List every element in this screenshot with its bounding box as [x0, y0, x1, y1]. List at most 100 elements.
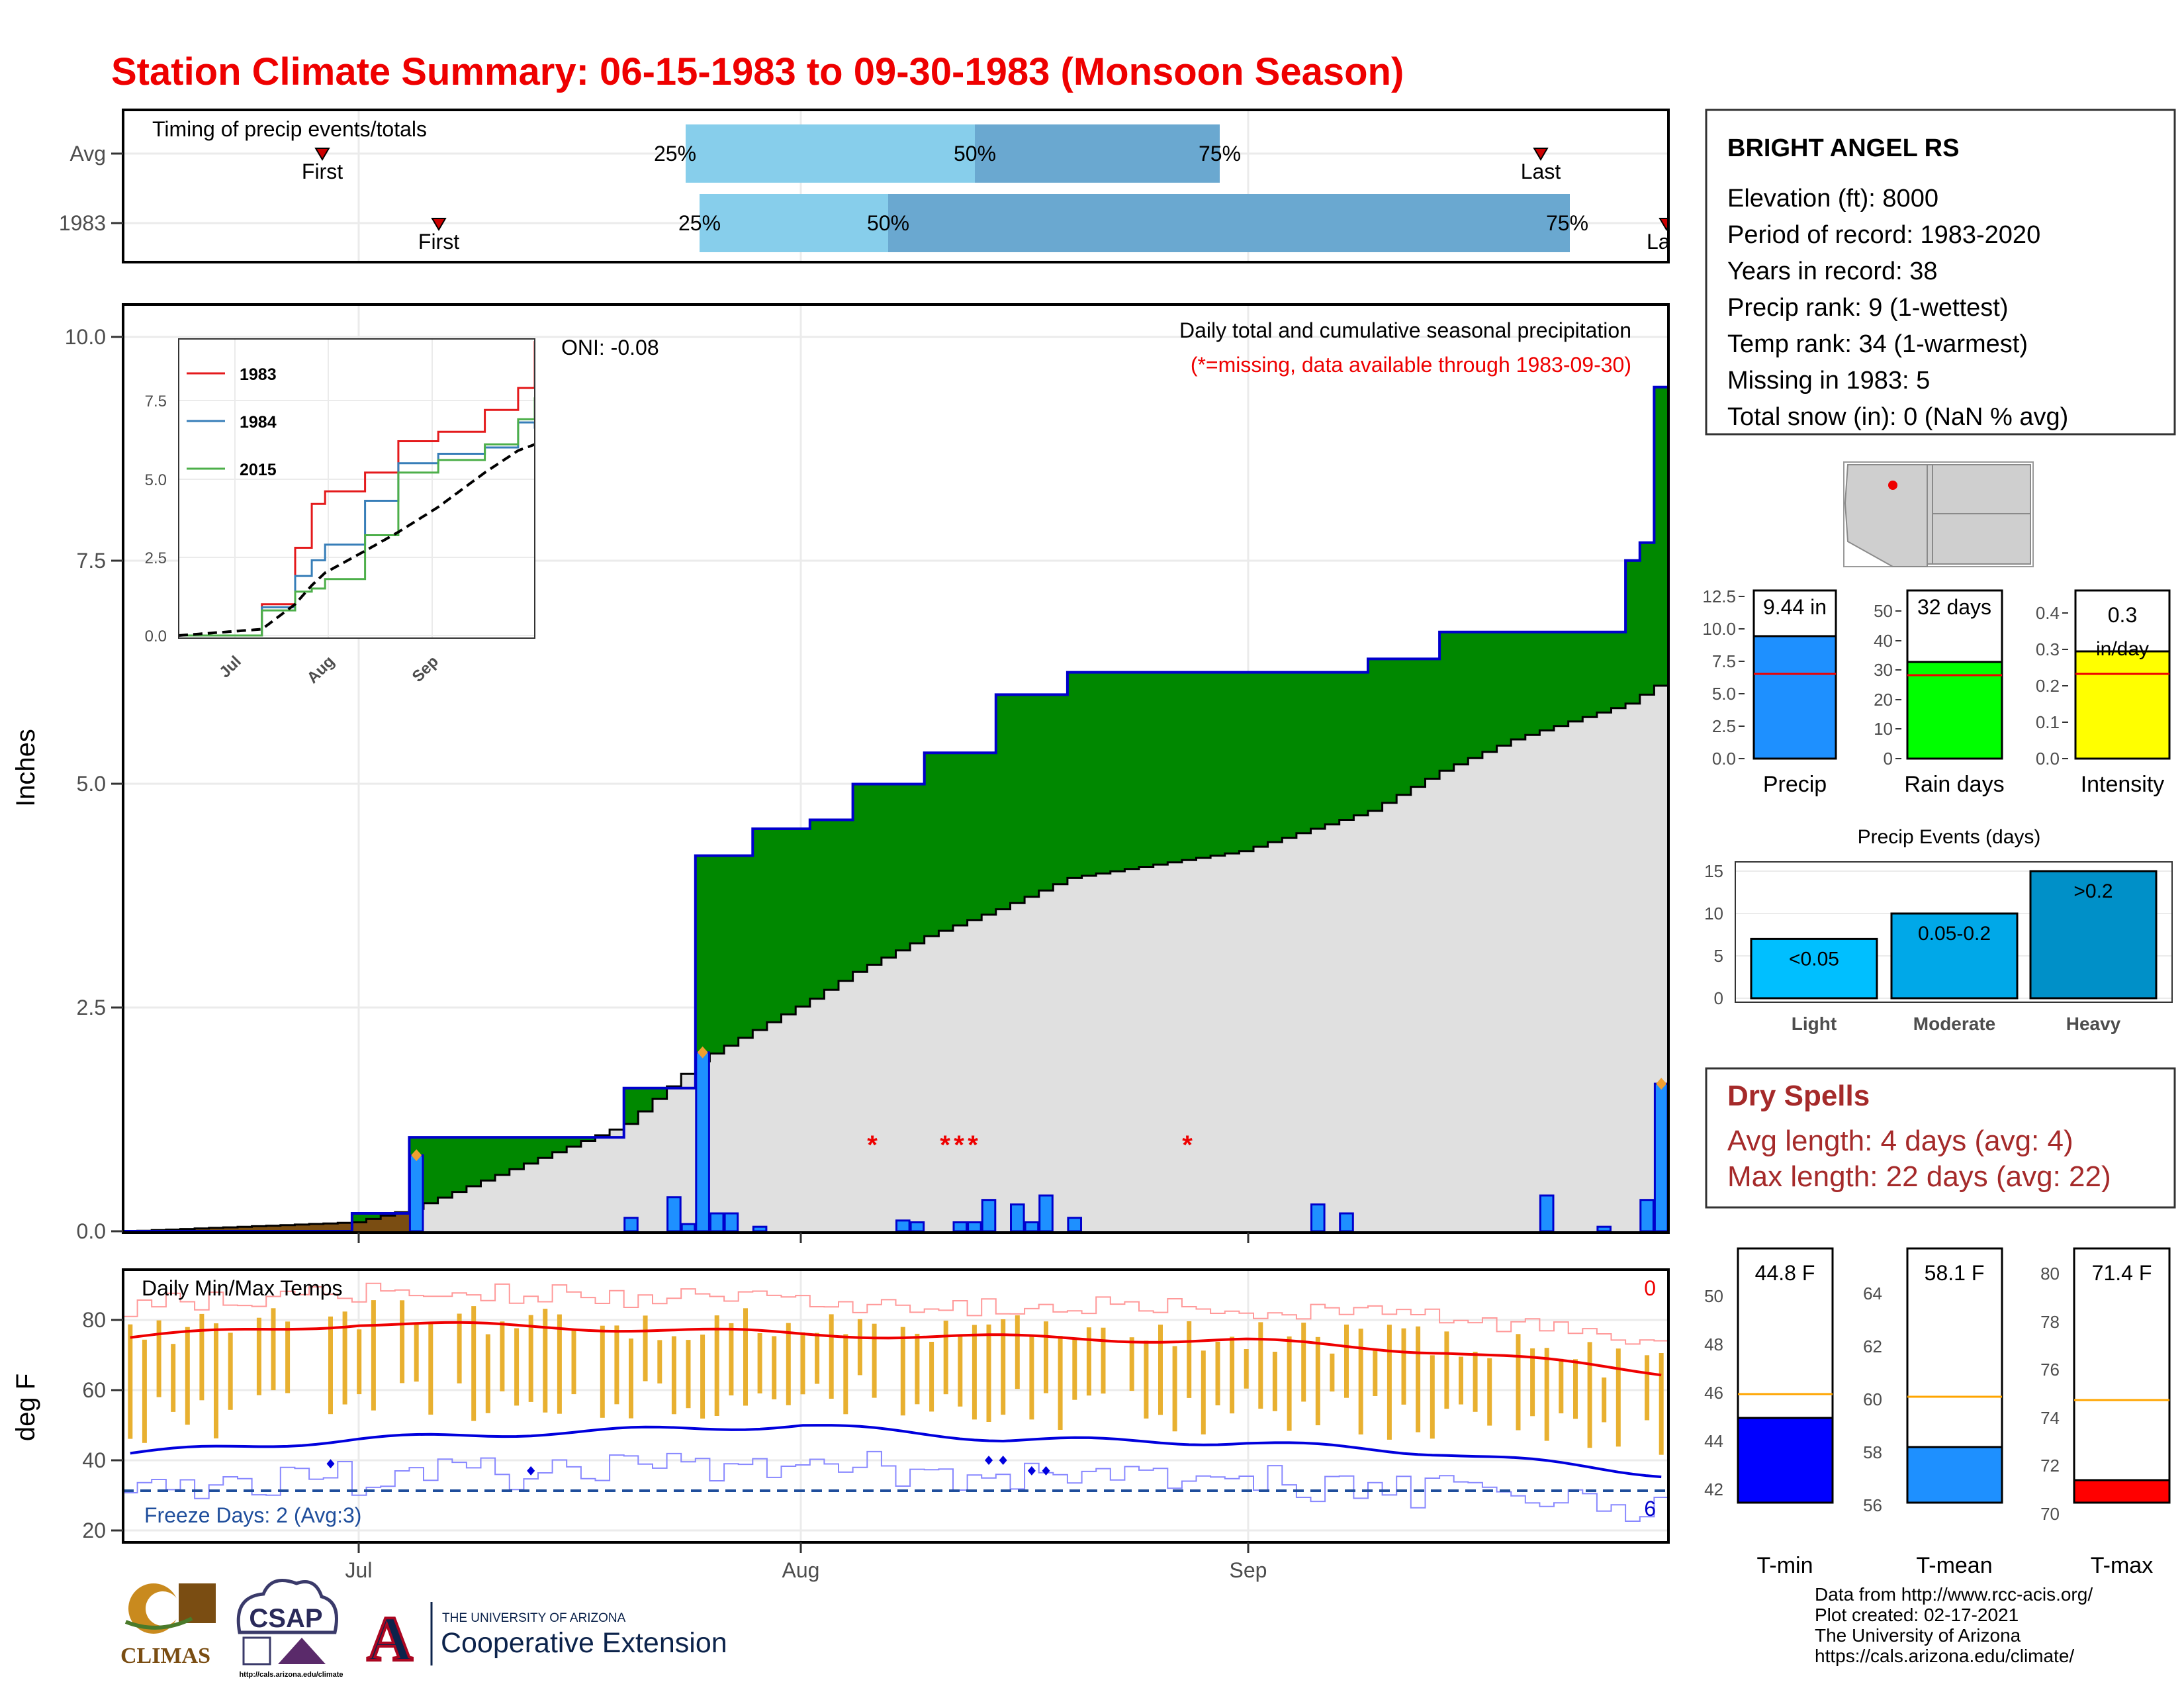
- daily-temp-range-bar: [1172, 1346, 1177, 1432]
- missing-marker-2: *: [940, 1131, 950, 1160]
- daily-temp-range-bar: [1029, 1336, 1034, 1420]
- rain-days-mini-ytick-1: 10: [1874, 719, 1893, 739]
- daily-temp-range-bar: [714, 1315, 719, 1416]
- station-location-dot: [1888, 481, 1897, 490]
- station-line-0: Elevation (ft): 8000: [1727, 185, 1938, 212]
- daily-precip-bar: [1038, 1194, 1054, 1233]
- tmin-ytick-50: 50: [1704, 1286, 1723, 1306]
- daily-temp-range-bar: [1001, 1319, 1006, 1415]
- precip-mini-chart: 0.0 2.5 5.0 7.5 10.0 12.5 9.44 in Precip: [1702, 586, 1837, 797]
- average-max-temp-line: [130, 1321, 1662, 1377]
- daily-temp-range-bar: [528, 1315, 533, 1402]
- daily-temp-range-bar: [700, 1335, 705, 1419]
- daily-temp-range-bar: [872, 1323, 877, 1398]
- intensity-value-unit: in/day: [2096, 638, 2149, 660]
- inset-legend: 1983 1984 2015: [187, 365, 277, 479]
- main-ytick-0: 0.0: [77, 1219, 106, 1243]
- daily-temp-range-bar: [1315, 1336, 1320, 1426]
- ua-logo-top: THE UNIVERSITY OF ARIZONA: [442, 1611, 626, 1625]
- precip-mini-ytick-0: 0.0: [1712, 749, 1736, 769]
- daily-temp-range-bar: [1459, 1356, 1463, 1405]
- daily-temp-range-bar: [1058, 1336, 1063, 1430]
- event-bar-label-moderate: 0.05-0.2: [1918, 923, 1991, 945]
- daily-temp-range-bar: [772, 1336, 777, 1399]
- main-ytick-2: 5.0: [77, 772, 106, 796]
- daily-temp-range-bar: [1144, 1340, 1149, 1419]
- daily-precip-bar: [408, 1154, 424, 1233]
- daily-temp-range-bar: [185, 1327, 190, 1425]
- tmean-ytick-64: 64: [1863, 1284, 1882, 1303]
- daily-temp-range-bar: [614, 1325, 619, 1405]
- cold-day-marker: [985, 1456, 993, 1465]
- temp-y-axis: 20 40 60 80: [82, 1308, 123, 1542]
- y1983-last-label: La: [1647, 230, 1670, 254]
- inset-average-line: [179, 443, 535, 637]
- avg-first-marker: [314, 148, 330, 161]
- tmax-ytick-74: 74: [2040, 1408, 2060, 1428]
- daily-temp-range-bar: [1530, 1348, 1535, 1417]
- daily-temp-range-bar: [156, 1320, 161, 1397]
- daily-precip-bar: [1596, 1225, 1612, 1233]
- heavy-precip-marker: [1656, 1078, 1667, 1090]
- daily-temp-range-bar: [743, 1308, 748, 1406]
- daily-temp-range-bar: [629, 1338, 633, 1419]
- oni-label: ONI: -0.08: [561, 336, 659, 359]
- missing-marker-5: *: [1182, 1131, 1193, 1160]
- daily-temp-range-bar: [1101, 1327, 1106, 1394]
- intensity-mini-ytick-2: 0.2: [2036, 676, 2060, 696]
- precip-mini-ytick-2: 5.0: [1712, 684, 1736, 704]
- rain-days-mini-ytick-5: 50: [1874, 601, 1893, 621]
- xtick-jul: Jul: [345, 1558, 373, 1582]
- daily-precip-bar: [1653, 1082, 1668, 1233]
- intensity-mini-ytick-0: 0.0: [2036, 749, 2060, 769]
- daily-precip-bar: [666, 1196, 682, 1233]
- daily-temp-range-bar: [1401, 1328, 1406, 1405]
- daily-temp-range-bar: [786, 1323, 791, 1405]
- credits: Data from http://www.rcc-acis.org/ Plot …: [1815, 1584, 2093, 1666]
- rain-days-value-label: 32 days: [1917, 595, 1991, 619]
- daily-temp-range-bar: [843, 1334, 848, 1415]
- tmin-ytick-42: 42: [1704, 1479, 1723, 1499]
- event-bar-light: [1750, 937, 1878, 1000]
- daily-temp-range-bar: [1301, 1323, 1306, 1402]
- tmean-ytick-58: 58: [1863, 1442, 1882, 1462]
- station-line-2: Years in record: 38: [1727, 258, 1938, 285]
- university-of-arizona-logo: A THE UNIVERSITY OF ARIZONA Cooperative …: [361, 1602, 727, 1675]
- tmax-chart: 70 72 74 76 78 80 71.4 F T-max: [2040, 1247, 2171, 1578]
- csap-url-text: http://cals.arizona.edu/climate: [239, 1671, 343, 1679]
- main-y-axis: 0.0 2.5 5.0 7.5 10.0: [65, 325, 123, 1243]
- missing-marker-3: *: [954, 1131, 964, 1160]
- daily-precip-bar: [909, 1221, 925, 1233]
- temp-ytick-20: 20: [82, 1519, 106, 1542]
- inset-legend-2015: 2015: [240, 461, 277, 479]
- daily-temp-range-bar: [1201, 1350, 1206, 1434]
- freeze-days-note: Freeze Days: 2 (Avg:3): [144, 1503, 361, 1527]
- missing-marker-4: *: [968, 1131, 978, 1160]
- daily-temp-range-bar: [915, 1333, 920, 1405]
- inset-chart: 0.0 2.5 5.0 7.5 Jul Aug Sep 1983 1984 20…: [145, 338, 535, 687]
- daily-temp-range-bar: [643, 1315, 648, 1382]
- station-name: BRIGHT ANGEL RS: [1727, 134, 1959, 162]
- daily-temp-range-bar: [1129, 1337, 1134, 1391]
- rain-days-mini-chart: 0 10 20 30 40 50 32 days Rain days: [1874, 589, 2005, 797]
- cold-day-marker: [326, 1459, 335, 1469]
- daily-temp-range-bar: [1272, 1352, 1277, 1411]
- y1983-last-marker: [1659, 218, 1668, 231]
- event-category-light: Light: [1792, 1013, 1837, 1034]
- daily-precip-bar: [623, 1217, 639, 1233]
- tmin-chart: 42 44 46 48 50 44.8 F T-min: [1704, 1247, 1834, 1578]
- precip-mini-ytick-1: 2.5: [1712, 716, 1736, 736]
- avg-p25-label: 25%: [654, 142, 696, 165]
- daily-temp-range-bar: [900, 1327, 905, 1416]
- daily-temp-range-bar: [271, 1308, 276, 1391]
- daily-temp-range-bar: [342, 1311, 347, 1405]
- y1983-q1-q2-bar: [700, 194, 888, 252]
- tmin-ytick-46: 46: [1704, 1383, 1723, 1403]
- daily-temp-range-bar: [1230, 1336, 1235, 1414]
- avg-q1-q2-bar: [686, 124, 975, 183]
- credit-line-3: https://cals.arizona.edu/climate/: [1815, 1646, 2074, 1666]
- inset-legend-1984: 1984: [240, 413, 277, 432]
- avg-p50-label: 50%: [954, 142, 996, 165]
- station-info-box: BRIGHT ANGEL RS Elevation (ft): 8000 Per…: [1705, 109, 2176, 436]
